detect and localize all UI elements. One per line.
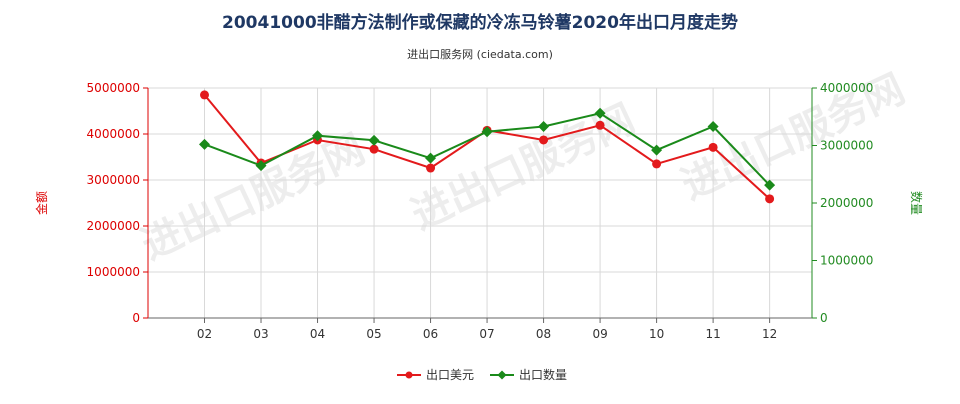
data-point xyxy=(481,126,493,138)
x-tick-label: 09 xyxy=(592,327,607,341)
chart-subtitle: 进出口服务网 (ciedata.com) xyxy=(407,47,553,61)
x-tick-label: 08 xyxy=(536,327,551,341)
data-point xyxy=(425,152,437,164)
watermark-text: 进出口服务网 xyxy=(675,66,912,209)
data-point xyxy=(369,144,379,154)
left-tick-label: 2000000 xyxy=(87,219,140,233)
watermark-text: 进出口服务网 xyxy=(135,126,372,269)
data-point xyxy=(255,160,267,172)
x-tick-label: 04 xyxy=(310,327,325,341)
data-point xyxy=(539,135,549,145)
right-tick-label: 4000000 xyxy=(820,81,873,95)
data-point xyxy=(764,179,776,191)
x-tick-label: 03 xyxy=(253,327,268,341)
axes: 0100000020000003000000400000050000000100… xyxy=(87,81,874,341)
x-tick-label: 12 xyxy=(762,327,777,341)
legend-label: 出口美元 xyxy=(426,368,474,382)
data-point xyxy=(594,107,606,119)
data-point xyxy=(765,194,775,204)
data-point xyxy=(368,134,380,146)
series xyxy=(199,90,776,204)
right-tick-label: 2000000 xyxy=(820,196,873,210)
right-axis-label: 数量 xyxy=(909,191,924,215)
legend-marker xyxy=(405,371,413,379)
right-tick-label: 3000000 xyxy=(820,139,873,153)
data-point xyxy=(708,142,718,152)
left-tick-label: 5000000 xyxy=(87,81,140,95)
x-tick-label: 06 xyxy=(423,327,438,341)
data-point xyxy=(426,163,436,173)
right-tick-label: 1000000 xyxy=(820,254,873,268)
gridlines xyxy=(148,87,812,319)
data-point xyxy=(312,130,324,142)
data-point xyxy=(595,120,605,130)
data-point xyxy=(199,138,211,150)
legend: 出口美元 出口数量 xyxy=(397,367,567,382)
x-tick-label: 02 xyxy=(197,327,212,341)
right-tick-label: 0 xyxy=(820,311,828,325)
left-tick-label: 3000000 xyxy=(87,173,140,187)
left-tick-label: 0 xyxy=(132,311,140,325)
data-point xyxy=(651,144,663,156)
left-axis-label: 金额 xyxy=(34,191,49,215)
data-point xyxy=(200,90,210,100)
x-tick-label: 11 xyxy=(705,327,720,341)
data-point xyxy=(652,159,662,169)
data-point xyxy=(538,121,550,133)
left-tick-label: 4000000 xyxy=(87,127,140,141)
chart-title: 20041000非醋方法制作或保藏的冷冻马铃薯2020年出口月度走势 xyxy=(222,12,738,33)
left-tick-label: 1000000 xyxy=(87,265,140,279)
x-tick-label: 10 xyxy=(649,327,664,341)
legend-marker xyxy=(497,370,507,380)
x-tick-label: 05 xyxy=(366,327,381,341)
legend-label: 出口数量 xyxy=(519,367,567,382)
x-tick-label: 07 xyxy=(479,327,494,341)
watermark: 进出口服务网 进出口服务网 进出口服务网 xyxy=(135,66,912,269)
data-point xyxy=(707,121,719,133)
